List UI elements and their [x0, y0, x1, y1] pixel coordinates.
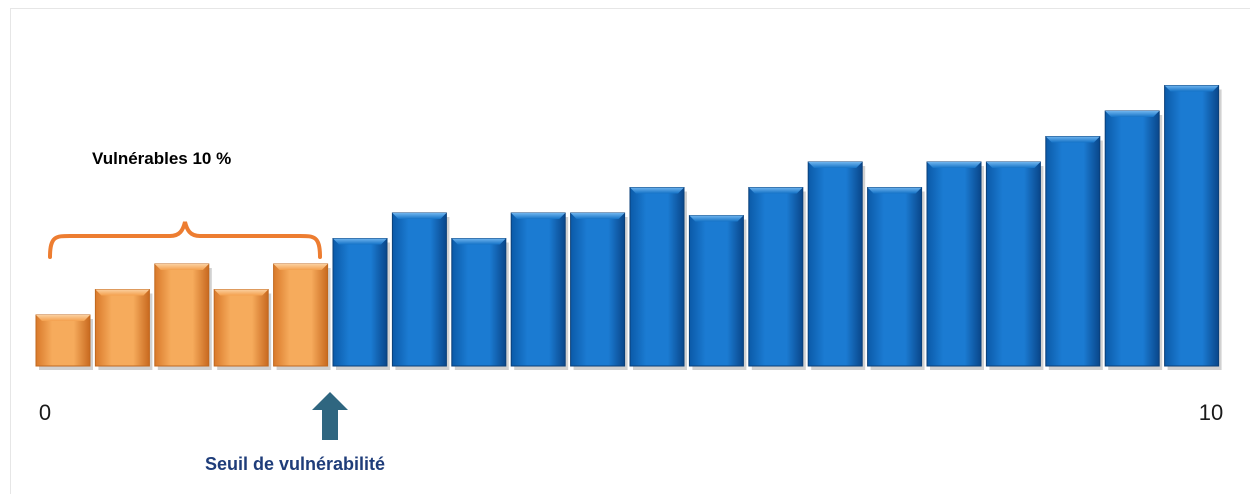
bar-vulnerable	[94, 289, 153, 370]
bar	[332, 238, 390, 370]
bar	[1045, 136, 1103, 370]
bar-vulnerable	[35, 314, 93, 370]
threshold-arrow-icon	[312, 392, 348, 440]
bar-vulnerable	[154, 263, 212, 370]
bar	[451, 238, 509, 370]
bar	[629, 187, 687, 370]
group-label: Vulnérables 10 %	[92, 149, 231, 168]
bar-vulnerable	[213, 289, 272, 370]
bar	[867, 187, 925, 370]
bar	[985, 161, 1044, 370]
bar	[1164, 85, 1222, 370]
group-brace	[48, 221, 322, 259]
bar	[688, 215, 747, 370]
bar	[391, 212, 450, 370]
bar-series	[35, 85, 1222, 370]
bar	[570, 212, 628, 370]
bar	[510, 212, 569, 370]
x-tick-label-end: 10	[1199, 400, 1223, 425]
x-tick-label-start: 0	[39, 400, 51, 425]
threshold-label: Seuil de vulnérabilité	[205, 454, 385, 474]
bar	[1104, 110, 1163, 370]
bar	[926, 161, 984, 370]
bar-vulnerable	[273, 263, 331, 370]
bar	[748, 187, 806, 370]
bar	[807, 161, 866, 370]
chart-frame	[10, 8, 1250, 494]
